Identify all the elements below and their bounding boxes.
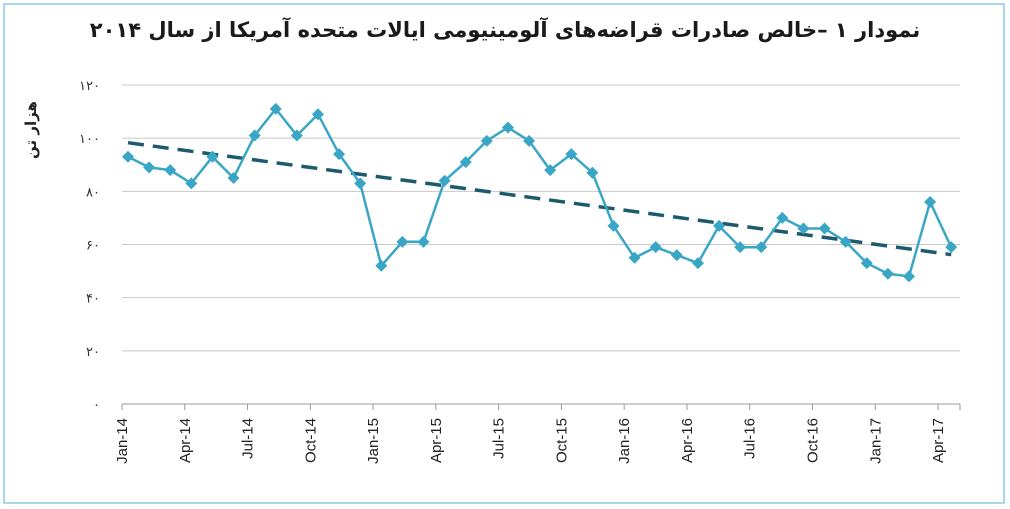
x-tick-label: Jan-15	[365, 418, 382, 464]
data-point	[734, 241, 747, 254]
y-axis-label: هزار تن	[22, 101, 40, 159]
data-point	[544, 164, 557, 177]
data-point	[881, 267, 894, 280]
data-point	[143, 161, 156, 174]
data-point	[776, 211, 789, 224]
data-point	[903, 270, 916, 283]
data-point	[206, 150, 219, 163]
data-point	[375, 259, 388, 272]
data-point	[333, 148, 346, 161]
data-point	[670, 249, 683, 262]
data-point	[248, 129, 261, 142]
data-point	[586, 166, 599, 179]
data-point	[185, 177, 198, 190]
data-point	[924, 195, 937, 208]
x-tick-label: Jul-15	[491, 418, 508, 459]
data-point	[501, 121, 514, 134]
data-point	[459, 156, 472, 169]
x-tick-label: Oct-16	[804, 418, 821, 463]
x-tick-label: Apr-17	[930, 418, 947, 463]
y-tick-label: ۰	[93, 398, 100, 413]
y-tick-label: ۲۰	[86, 345, 100, 360]
y-tick-label: ۶۰	[86, 239, 100, 254]
y-tick-label: ۱۰۰	[79, 132, 100, 147]
x-tick-label: Jan-16	[616, 418, 633, 464]
data-point	[480, 134, 493, 147]
data-point	[565, 148, 578, 161]
chart-title: نمودار ۱ –خالص صادرات قراضه‌های آلومینیو…	[89, 18, 921, 42]
data-point	[523, 134, 536, 147]
grid-lines	[122, 84, 960, 352]
data-point	[396, 235, 409, 248]
data-point	[354, 177, 367, 190]
y-tick-label: ۴۰	[86, 292, 100, 307]
data-point	[649, 241, 662, 254]
x-axis: Jan-14 Apr-14 Jul-14 Oct-14 Jan-15 Apr-15 Jul-…	[114, 403, 961, 464]
data-point	[438, 174, 451, 187]
y-tick-label: ۸۰	[86, 185, 100, 200]
y-tick-label: ۱۲۰	[79, 79, 100, 94]
y-tick-labels: ۰ ۲۰ ۴۰ ۶۰ ۸۰ ۱۰۰ ۱۲۰	[79, 79, 100, 413]
data-point	[417, 235, 430, 248]
data-point	[818, 222, 831, 235]
data-point	[945, 241, 958, 254]
data-point	[122, 150, 134, 163]
data-point	[290, 129, 303, 142]
data-point	[607, 219, 620, 232]
x-tick-label: Apr-14	[177, 418, 194, 463]
data-point	[797, 222, 810, 235]
data-point	[227, 172, 240, 185]
x-tick-label: Jan-17	[867, 418, 884, 464]
x-tick-label: Jul-14	[240, 418, 257, 459]
data-point	[691, 257, 704, 270]
data-point	[164, 164, 177, 177]
x-tick-label: Oct-15	[553, 418, 570, 463]
data-point	[860, 257, 873, 270]
trendline	[127, 140, 952, 257]
data-point	[755, 241, 768, 254]
data-point	[311, 108, 324, 121]
series-group	[122, 102, 958, 283]
x-tick-label: Oct-14	[302, 418, 319, 463]
data-point	[713, 219, 726, 232]
x-tick-label: Jul-16	[742, 418, 759, 459]
series-line	[127, 107, 953, 278]
data-point	[628, 251, 641, 264]
x-tick-label: Apr-15	[428, 418, 445, 463]
chart-frame	[3, 3, 1005, 504]
x-tick-label: Apr-16	[679, 418, 696, 463]
x-tick-label: Jan-14	[114, 418, 131, 464]
trendline-group	[127, 140, 952, 257]
data-point	[269, 102, 282, 115]
data-point	[839, 235, 852, 248]
